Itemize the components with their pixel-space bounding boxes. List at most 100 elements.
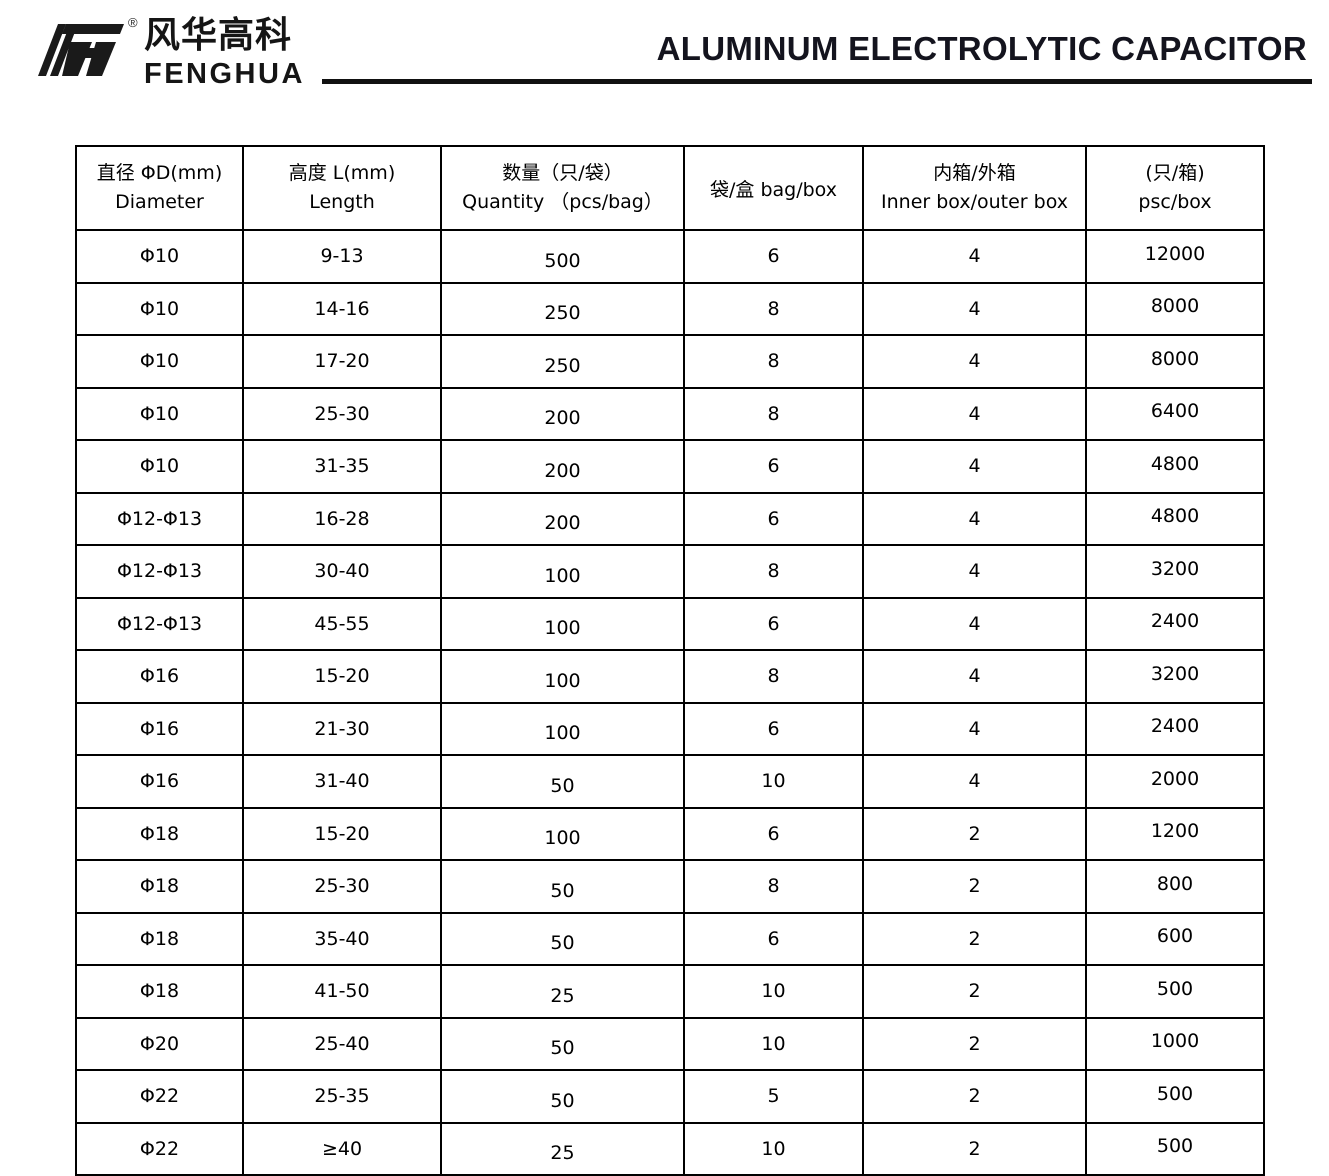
cell-bag-per-box: 8: [683, 544, 864, 599]
table-row: Φ10 17-20 250 8 4 8000: [75, 334, 1265, 389]
cell-bag-per-box: 8: [683, 334, 864, 389]
cell-inner-outer-box: 4: [862, 701, 1087, 756]
cell-psc-per-box: 3200: [1085, 649, 1265, 704]
cell-inner-outer-box: 4: [862, 439, 1087, 494]
column-header-diameter-cn: 直径 ΦD(mm): [96, 162, 223, 184]
cell-psc-per-box: 1200: [1085, 806, 1265, 861]
cell-psc-per-box: 500: [1085, 1069, 1265, 1124]
table-row: Φ18 41-50 25 10 2 500: [75, 964, 1265, 1019]
table-header-row: 直径 ΦD(mm) Diameter 高度 L(mm) Length 数量（只/…: [75, 145, 1265, 231]
cell-psc-per-box: 3200: [1085, 544, 1265, 599]
column-header-psc-per-box: (只/箱) psc/box: [1085, 145, 1265, 231]
cell-bag-per-box: 10: [683, 754, 864, 809]
table-row: Φ20 25-40 50 10 2 1000: [75, 1016, 1265, 1071]
cell-bag-per-box: 8: [683, 386, 864, 441]
cell-diameter: Φ10: [75, 281, 244, 336]
cell-bag-per-box: 8: [683, 859, 864, 914]
cell-quantity: 100: [440, 806, 685, 861]
table-row: Φ16 21-30 100 6 4 2400: [75, 701, 1265, 756]
cell-length: 35-40: [242, 911, 442, 966]
cell-psc-per-box: 600: [1085, 911, 1265, 966]
cell-inner-outer-box: 4: [862, 491, 1087, 546]
cell-length: 25-35: [242, 1069, 442, 1124]
cell-inner-outer-box: 4: [862, 596, 1087, 651]
cell-bag-per-box: 5: [683, 1069, 864, 1124]
cell-quantity: 200: [440, 386, 685, 441]
cell-bag-per-box: 6: [683, 701, 864, 756]
cell-inner-outer-box: 4: [862, 649, 1087, 704]
cell-diameter: Φ22: [75, 1121, 244, 1176]
cell-quantity: 250: [440, 334, 685, 389]
column-header-bag-per-box: 袋/盒 bag/box: [683, 145, 864, 231]
cell-quantity: 50: [440, 754, 685, 809]
cell-length: 15-20: [242, 649, 442, 704]
cell-length: 31-35: [242, 439, 442, 494]
cell-quantity: 500: [440, 229, 685, 284]
brand-name-cn: 风华高科: [144, 15, 293, 56]
cell-quantity: 250: [440, 281, 685, 336]
cell-quantity: 25: [440, 1121, 685, 1176]
table-row: Φ12-Φ13 16-28 200 6 4 4800: [75, 491, 1265, 546]
table-row: Φ22 25-35 50 5 2 500: [75, 1069, 1265, 1124]
fenghua-logo-mark: [38, 24, 124, 76]
cell-quantity: 50: [440, 859, 685, 914]
column-header-psc-per-box-cn: (只/箱): [1145, 162, 1205, 184]
cell-length: 15-20: [242, 806, 442, 861]
cell-length: 41-50: [242, 964, 442, 1019]
header-divider: [322, 79, 1312, 84]
table-row: Φ18 15-20 100 6 2 1200: [75, 806, 1265, 861]
document-title: ALUMINUM ELECTROLYTIC CAPACITOR: [656, 30, 1307, 67]
cell-psc-per-box: 800: [1085, 859, 1265, 914]
cell-diameter: Φ18: [75, 859, 244, 914]
cell-diameter: Φ16: [75, 754, 244, 809]
cell-bag-per-box: 8: [683, 281, 864, 336]
cell-psc-per-box: 8000: [1085, 334, 1265, 389]
cell-inner-outer-box: 2: [862, 911, 1087, 966]
column-header-inner-outer-box-cn: 内箱/外箱: [933, 162, 1016, 184]
cell-psc-per-box: 12000: [1085, 229, 1265, 284]
cell-inner-outer-box: 2: [862, 964, 1087, 1019]
cell-psc-per-box: 2400: [1085, 596, 1265, 651]
cell-bag-per-box: 10: [683, 1016, 864, 1071]
column-header-length: 高度 L(mm) Length: [242, 145, 442, 231]
cell-psc-per-box: 2000: [1085, 754, 1265, 809]
cell-bag-per-box: 8: [683, 649, 864, 704]
cell-quantity: 100: [440, 544, 685, 599]
cell-bag-per-box: 6: [683, 229, 864, 284]
cell-quantity: 100: [440, 649, 685, 704]
cell-diameter: Φ10: [75, 439, 244, 494]
company-logo: ® 风华高科 FENGHUA: [36, 14, 326, 94]
cell-length: 45-55: [242, 596, 442, 651]
cell-diameter: Φ12-Φ13: [75, 544, 244, 599]
cell-inner-outer-box: 2: [862, 1121, 1087, 1176]
cell-inner-outer-box: 4: [862, 544, 1087, 599]
cell-quantity: 50: [440, 911, 685, 966]
cell-inner-outer-box: 2: [862, 806, 1087, 861]
table-body: Φ10 9-13 500 6 4 12000 Φ10 14-16 250 8 4 8000 Φ10 17-…: [75, 229, 1265, 1176]
column-header-quantity-en: Quantity （pcs/bag）: [462, 191, 663, 213]
table-row: Φ12-Φ13 30-40 100 8 4 3200: [75, 544, 1265, 599]
cell-diameter: Φ12-Φ13: [75, 491, 244, 546]
column-header-quantity: 数量（只/袋） Quantity （pcs/bag）: [440, 145, 685, 231]
cell-length: ≥40: [242, 1121, 442, 1176]
cell-diameter: Φ12-Φ13: [75, 596, 244, 651]
cell-length: 25-40: [242, 1016, 442, 1071]
cell-diameter: Φ10: [75, 334, 244, 389]
cell-quantity: 50: [440, 1069, 685, 1124]
cell-bag-per-box: 10: [683, 1121, 864, 1176]
cell-bag-per-box: 6: [683, 596, 864, 651]
column-header-length-en: Length: [309, 191, 375, 213]
cell-quantity: 100: [440, 701, 685, 756]
cell-psc-per-box: 4800: [1085, 491, 1265, 546]
cell-quantity: 50: [440, 1016, 685, 1071]
column-header-bag-per-box-label: 袋/盒 bag/box: [710, 178, 837, 201]
table-row: Φ18 35-40 50 6 2 600: [75, 911, 1265, 966]
table-row: Φ10 14-16 250 8 4 8000: [75, 281, 1265, 336]
cell-psc-per-box: 4800: [1085, 439, 1265, 494]
column-header-length-cn: 高度 L(mm): [288, 162, 396, 184]
cell-quantity: 25: [440, 964, 685, 1019]
cell-length: 30-40: [242, 544, 442, 599]
cell-length: 31-40: [242, 754, 442, 809]
column-header-diameter-en: Diameter: [115, 191, 204, 213]
cell-length: 25-30: [242, 386, 442, 441]
